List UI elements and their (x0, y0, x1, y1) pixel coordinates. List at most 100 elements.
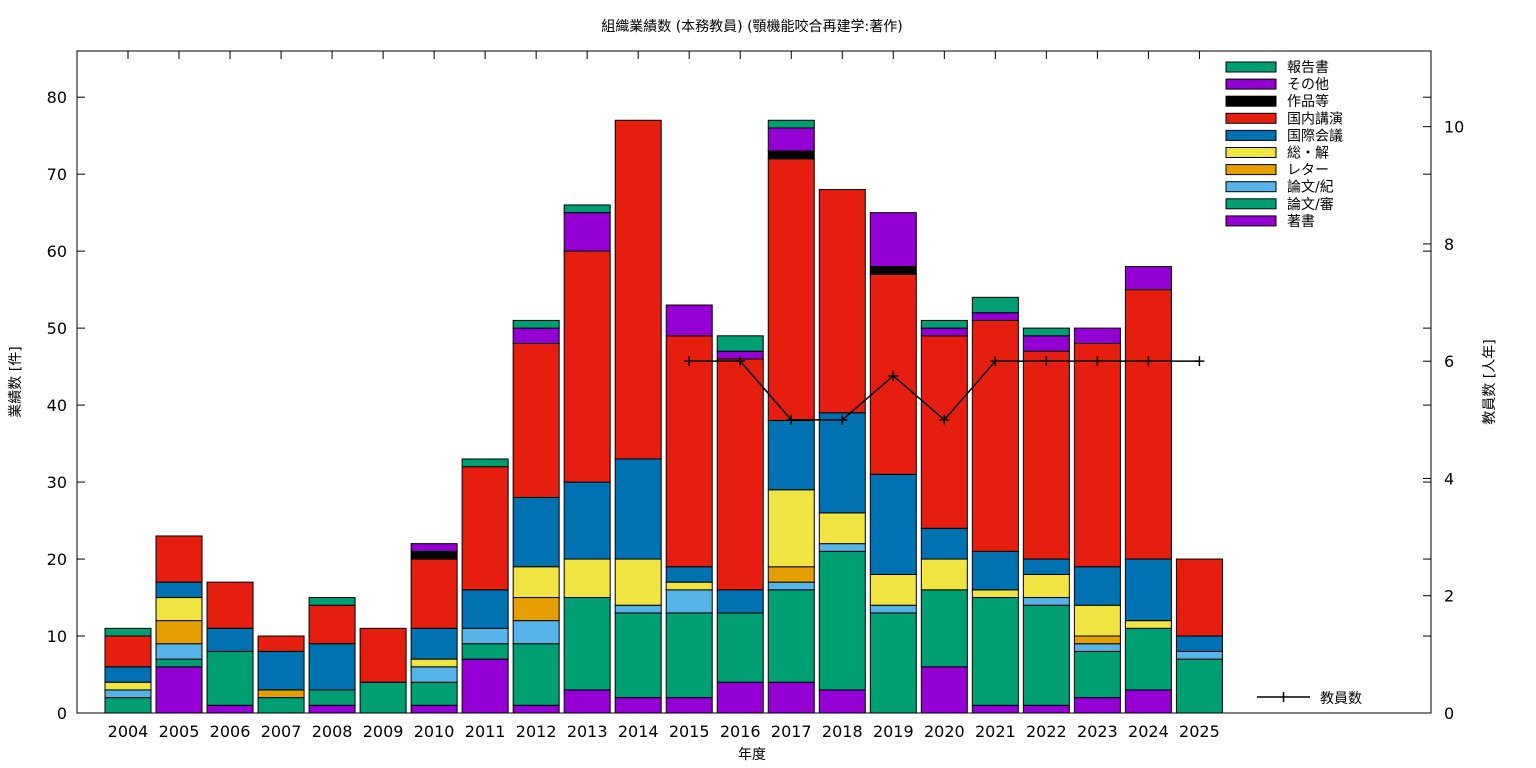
bar-segment (1175, 635, 1223, 652)
bar-segment (1175, 658, 1223, 714)
bar-segment (869, 604, 917, 614)
y-tick-label: 20 (47, 550, 67, 569)
x-tick-label: 2015 (669, 722, 710, 741)
legend-swatch (1225, 198, 1277, 210)
bar-segment (767, 127, 815, 152)
x-tick-label: 2012 (516, 722, 557, 741)
legend-label: 著書 (1287, 214, 1315, 230)
x-axis-label: 年度 (738, 747, 766, 763)
bar-segment (308, 689, 356, 706)
bar-segment (1124, 558, 1172, 622)
bar-segment (104, 681, 152, 691)
bar-segment (308, 604, 356, 645)
legend-swatch (1225, 78, 1277, 90)
bar-segment (410, 704, 458, 714)
bar-segment (257, 650, 305, 691)
legend-label: 論文/紀 (1287, 180, 1334, 196)
bar-segment (1073, 343, 1121, 568)
y-axis-label: 業績数 [件] (8, 346, 24, 417)
bar-segment (920, 666, 968, 714)
bar-segment (665, 335, 713, 568)
legend-swatch (1225, 95, 1277, 107)
x-tick-label: 2004 (108, 722, 149, 741)
bar-segment (410, 550, 458, 560)
y2-tick-label: 0 (1444, 704, 1454, 723)
bar-segment (920, 327, 968, 337)
faculty-point (837, 414, 848, 425)
y-tick-labels: 0 10 20 30 40 50 60 70 80 (47, 88, 67, 723)
bar-segment (308, 597, 356, 606)
bar-segment (614, 119, 662, 460)
bar-segment (410, 627, 458, 660)
bar-segment (257, 635, 305, 652)
bar-segment (563, 558, 611, 599)
bar-segment (971, 312, 1019, 321)
bar-segment (155, 581, 203, 599)
line-legend-label: 教員数 (1320, 691, 1362, 707)
bar-segment (767, 419, 815, 491)
bar-segment (1124, 620, 1172, 629)
bar-segment (767, 119, 815, 129)
bar-segment (563, 597, 611, 691)
legend-label: 国内講演 (1287, 111, 1343, 127)
bar-segment (716, 358, 764, 591)
faculty-point (684, 356, 695, 367)
x-tick-label: 2016 (720, 722, 761, 741)
bar-segment (767, 681, 815, 714)
bar-segment (716, 681, 764, 714)
bar-segment (155, 597, 203, 622)
bar-segment (1073, 327, 1121, 345)
x-tick-label: 2010 (414, 722, 455, 741)
legend-swatch (1225, 164, 1277, 176)
bar-segment (410, 666, 458, 683)
bar-segment (1022, 597, 1070, 606)
bars-group (104, 119, 1223, 714)
x-tick-label: 2013 (567, 722, 608, 741)
bar-segment (665, 581, 713, 591)
bar-segment (1073, 566, 1121, 606)
faculty-point (1143, 356, 1154, 367)
bar-segment (920, 558, 968, 591)
faculty-point (735, 356, 746, 367)
bar-segment (206, 627, 254, 652)
bar-segment (767, 158, 815, 421)
bar-segment (308, 643, 356, 691)
bar-segment (410, 658, 458, 668)
x-tick-label: 2005 (159, 722, 200, 741)
bar-segment (155, 620, 203, 645)
bar-segment (1022, 704, 1070, 714)
legend-swatch (1225, 112, 1277, 124)
bar-segment (869, 473, 917, 575)
bar-segment (104, 666, 152, 683)
bar-segment (920, 589, 968, 668)
faculty-point (939, 414, 950, 425)
bar-segment (716, 589, 764, 614)
bar-segment (461, 658, 509, 714)
bar-segment (104, 689, 152, 699)
bar-segment (563, 689, 611, 714)
bar-segment (155, 535, 203, 583)
faculty-point (1041, 356, 1052, 367)
bar-segment (104, 627, 152, 637)
bar-segment (1022, 604, 1070, 706)
legend-swatch (1225, 181, 1277, 193)
bar-segment (359, 627, 407, 683)
bar-segment (614, 558, 662, 606)
bar-segment (767, 566, 815, 583)
bar-segment (1124, 627, 1172, 691)
bar-segment (1022, 327, 1070, 337)
y-tick-label: 80 (47, 88, 67, 107)
bar-segment (410, 543, 458, 552)
bar-segment (1124, 689, 1172, 714)
bar-segment (920, 527, 968, 560)
bar-segment (971, 597, 1019, 706)
x-tick-label: 2009 (363, 722, 404, 741)
bar-segment (818, 543, 866, 552)
x-tick-label: 2014 (618, 722, 659, 741)
bar-segment (410, 558, 458, 629)
bar-segment (716, 335, 764, 352)
legend-label: 総・解 (1287, 146, 1329, 162)
bar-segment (1175, 650, 1223, 660)
legend-label: 国際会議 (1287, 127, 1343, 144)
